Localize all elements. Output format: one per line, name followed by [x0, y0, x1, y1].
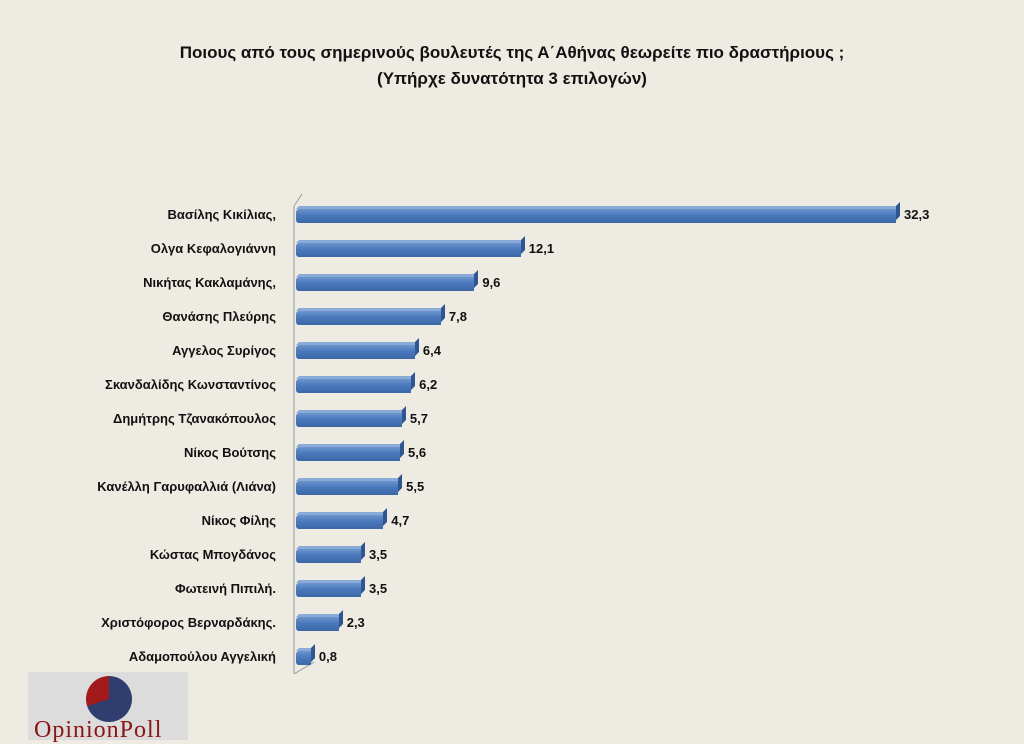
bar	[296, 583, 361, 597]
category-label: Αδαμοπούλου Αγγελική	[128, 649, 276, 664]
value-label: 3,5	[369, 547, 388, 562]
category-label: Σκανδαλίδης Κωνσταντίνος	[105, 377, 276, 392]
bar-row: Φωτεινή Πιπιλή. 3,5	[0, 573, 1024, 607]
bar-row: Δημήτρης Τζανακόπουλος 5,7	[0, 403, 1024, 437]
title-line: Ποιους από τους σημερινούς βουλευτές της…	[179, 43, 845, 62]
subtitle-line: (Υπήρχε δυνατότητα 3 επιλογών)	[377, 69, 647, 88]
category-label: Κανέλλη Γαρυφαλλιά (Λιάνα)	[97, 479, 276, 494]
bar	[296, 243, 521, 257]
bar-row: Νίκος Βούτσης 5,6	[0, 437, 1024, 471]
category-label: Φωτεινή Πιπιλή.	[174, 581, 276, 596]
value-label: 6,2	[419, 377, 438, 392]
bar	[296, 447, 401, 461]
bar-row: Νικήτας Κακλαμάνης, 9,6	[0, 267, 1024, 301]
category-label: Αγγελος Συρίγος	[172, 343, 276, 358]
bar	[296, 481, 399, 495]
value-label: 7,8	[448, 309, 467, 324]
category-label: Νίκος Φίλης	[201, 513, 276, 528]
value-label: 9,6	[482, 275, 501, 290]
bar	[296, 413, 402, 427]
value-label: 6,4	[422, 343, 441, 358]
category-label: Νίκος Βούτσης	[183, 445, 276, 460]
bar-row: Θανάσης Πλεύρης 7,8	[0, 301, 1024, 335]
category-label: Δημήτρης Τζανακόπουλος	[112, 411, 276, 426]
value-label: 5,5	[406, 479, 425, 494]
bar-row: Βασίλης Κικίλιας, 32,3	[0, 199, 1024, 233]
bar-row: Αγγελος Συρίγος 6,4	[0, 335, 1024, 369]
bar-row: Ολγα Κεφαλογιάννη 12,1	[0, 233, 1024, 267]
value-label: 2,3	[346, 615, 365, 630]
value-label: 12,1	[528, 241, 555, 256]
chart-title: Ποιους από τους σημερινούς βουλευτές της…	[0, 40, 1024, 92]
value-label: 32,3	[904, 207, 930, 222]
bar-row: Σκανδαλίδης Κωνσταντίνος 6,2	[0, 369, 1024, 403]
category-label: Χριστόφορος Βερναρδάκης.	[101, 615, 276, 630]
bar-row: Νίκος Φίλης 4,7	[0, 505, 1024, 539]
opinionpoll-logo: OpinionPoll	[28, 672, 188, 743]
bar	[296, 277, 475, 291]
value-label: 5,6	[408, 445, 427, 460]
bar	[296, 617, 339, 631]
bar	[296, 345, 415, 359]
bar-row: Χριστόφορος Βερναρδάκης. 2,3	[0, 607, 1024, 641]
category-label: Κώστας Μπογδάνος	[149, 547, 276, 562]
bar	[296, 311, 441, 325]
bar	[296, 515, 384, 529]
category-label: Θανάσης Πλεύρης	[162, 309, 276, 324]
value-label: 5,7	[409, 411, 428, 426]
category-label: Βασίλης Κικίλιας,	[167, 207, 277, 222]
value-label: 0,8	[318, 649, 337, 664]
bar-row: Αδαμοπούλου Αγγελική 0,8	[0, 641, 1024, 675]
bar	[296, 379, 412, 393]
value-label: 4,7	[391, 513, 410, 528]
value-label: 3,5	[369, 581, 388, 596]
category-label: Ολγα Κεφαλογιάννη	[150, 241, 276, 256]
bar	[296, 209, 896, 223]
bar-row: Κανέλλη Γαρυφαλλιά (Λιάνα) 5,5	[0, 471, 1024, 505]
bar-row: Κώστας Μπογδάνος 3,5	[0, 539, 1024, 573]
category-label: Νικήτας Κακλαμάνης,	[143, 275, 276, 290]
pie-logo-icon	[86, 676, 132, 722]
logo-text: OpinionPoll	[34, 717, 163, 743]
bar	[296, 549, 361, 563]
bar	[296, 651, 311, 665]
